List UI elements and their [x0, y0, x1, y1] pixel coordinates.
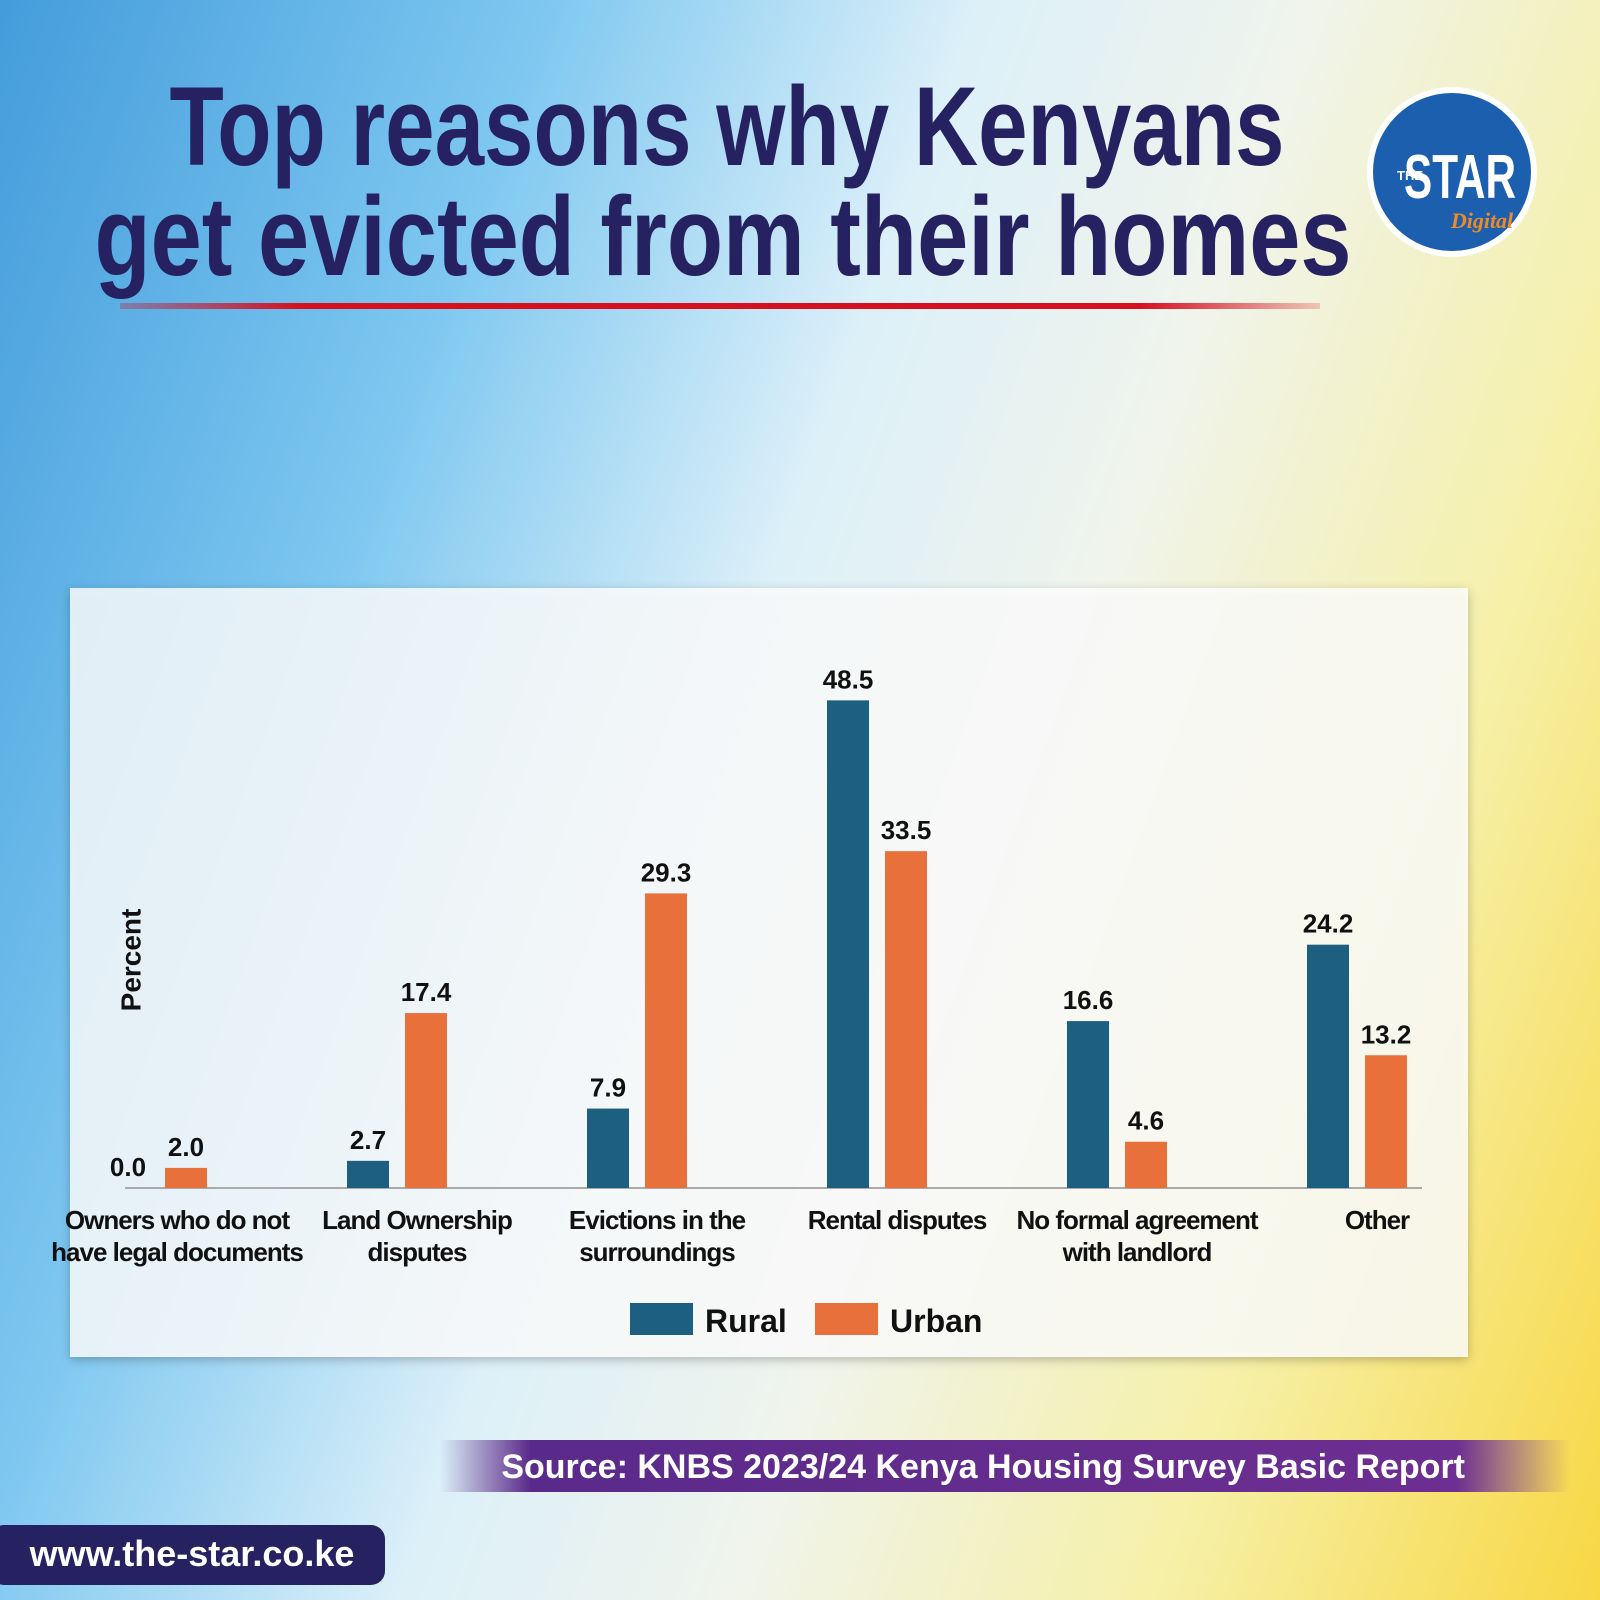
- value-label: 48.5: [823, 664, 874, 694]
- logo-the: THE: [1397, 168, 1423, 183]
- legend-label: Rural: [705, 1303, 787, 1339]
- value-label: 2.7: [350, 1125, 386, 1155]
- logo: THE STAR Digital: [1367, 87, 1537, 257]
- bar: [405, 1013, 447, 1188]
- legend-label: Urban: [890, 1303, 982, 1339]
- logo-star: STAR: [1404, 143, 1516, 212]
- value-label: 17.4: [401, 977, 452, 1007]
- title: get evicted from their homes: [95, 174, 1352, 299]
- legend-swatch: [815, 1303, 878, 1335]
- value-label: 24.2: [1303, 909, 1354, 939]
- value-label: 33.5: [881, 815, 932, 845]
- website: www.the-star.co.ke: [29, 1533, 355, 1574]
- y-axis-label: Percent: [115, 909, 146, 1012]
- chart-panel: [70, 588, 1468, 1357]
- x-tick-label: Evictions in the surroundings: [568, 1205, 746, 1267]
- x-tick-label: Land Ownership disputes: [322, 1205, 513, 1267]
- bar: [885, 851, 927, 1188]
- bar: [1307, 944, 1349, 1188]
- value-label: 16.6: [1063, 985, 1114, 1015]
- legend-swatch: [630, 1303, 693, 1335]
- x-tick-label: No formal agreement with landlord: [1016, 1205, 1258, 1267]
- bar: [587, 1108, 629, 1188]
- bar: [1365, 1055, 1407, 1188]
- website-box: [0, 1525, 385, 1585]
- bar: [1125, 1141, 1167, 1188]
- title: Top reasons why Kenyans: [170, 64, 1285, 189]
- bar: [165, 1167, 207, 1188]
- x-tick-label: Owners who do not have legal documents: [51, 1205, 304, 1267]
- value-label: 7.9: [590, 1073, 626, 1103]
- x-tick-label: Rental disputes: [807, 1205, 988, 1235]
- value-label: 13.2: [1361, 1019, 1412, 1049]
- source-band: [440, 1440, 1570, 1492]
- source: Source: KNBS 2023/24 Kenya Housing Surve…: [501, 1448, 1465, 1486]
- bar: [347, 1160, 389, 1188]
- x-tick-label: Other: [1344, 1205, 1410, 1235]
- bar: [827, 700, 869, 1188]
- logo-circle: [1367, 87, 1537, 257]
- title-underline: [120, 303, 1320, 309]
- bar: [645, 893, 687, 1188]
- value-label: 4.6: [1128, 1106, 1164, 1136]
- bar: [1067, 1021, 1109, 1188]
- value-label: 0.0: [110, 1152, 146, 1182]
- value-label: 29.3: [641, 857, 692, 887]
- value-label: 2.0: [168, 1132, 204, 1162]
- logo-digital: Digital: [1450, 208, 1514, 233]
